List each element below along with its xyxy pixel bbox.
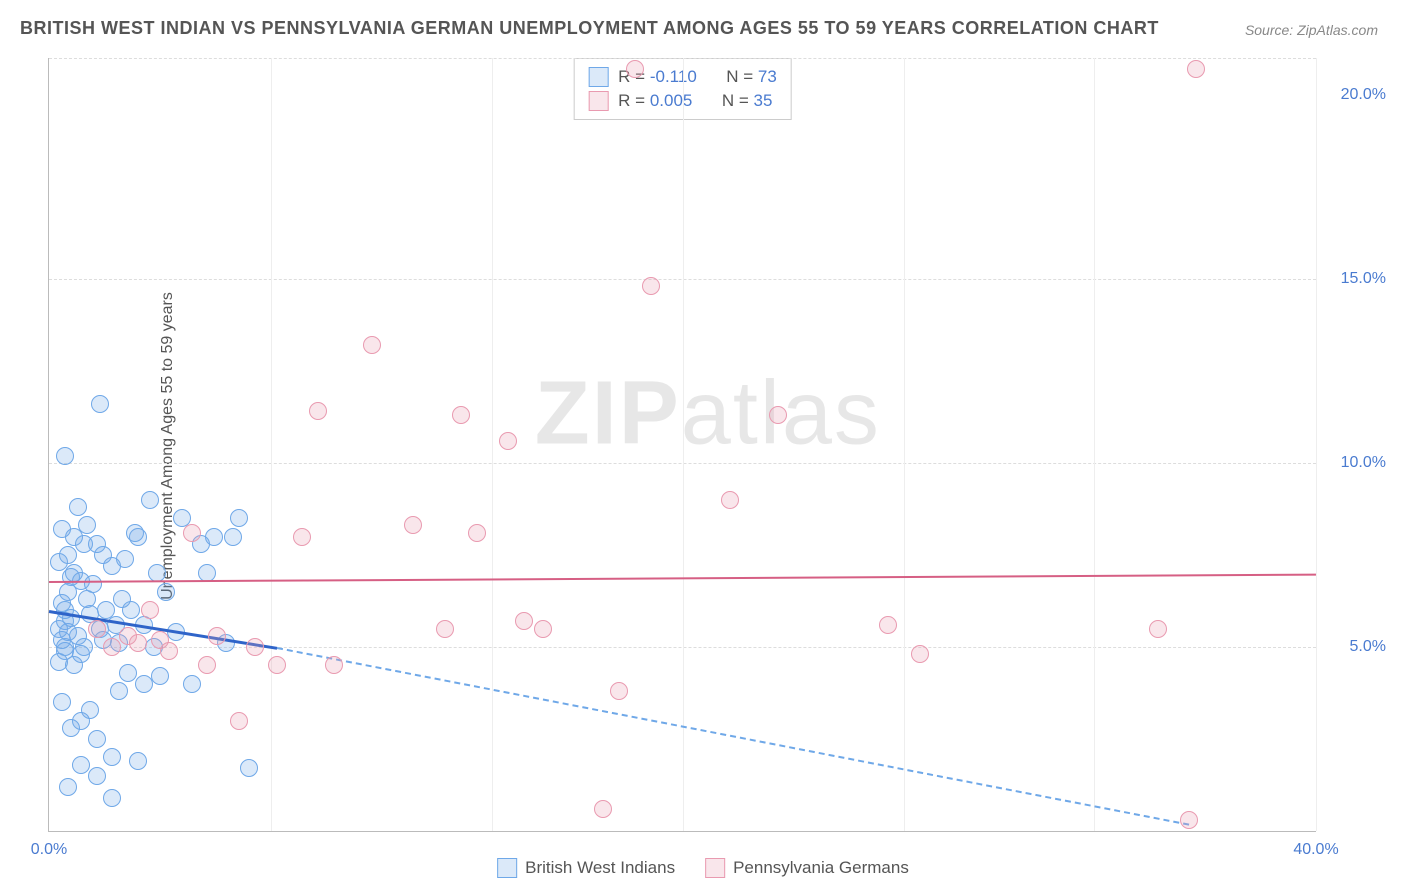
data-point bbox=[69, 498, 87, 516]
data-point bbox=[103, 638, 121, 656]
data-point bbox=[404, 516, 422, 534]
chart-legend: British West Indians Pennsylvania Germans bbox=[497, 858, 909, 878]
data-point bbox=[499, 432, 517, 450]
data-point bbox=[325, 656, 343, 674]
data-point bbox=[75, 535, 93, 553]
data-point bbox=[183, 524, 201, 542]
data-point bbox=[642, 277, 660, 295]
legend-label: Pennsylvania Germans bbox=[733, 858, 909, 878]
data-point bbox=[59, 778, 77, 796]
data-point bbox=[309, 402, 327, 420]
data-point bbox=[224, 528, 242, 546]
data-point bbox=[91, 395, 109, 413]
stats-n-label: N = 35 bbox=[722, 91, 773, 111]
data-point bbox=[151, 667, 169, 685]
y-tick-label: 15.0% bbox=[1341, 270, 1386, 288]
x-tick-label: 0.0% bbox=[31, 841, 67, 859]
data-point bbox=[452, 406, 470, 424]
data-point bbox=[94, 546, 112, 564]
data-point bbox=[1187, 60, 1205, 78]
data-point bbox=[110, 682, 128, 700]
data-point bbox=[721, 491, 739, 509]
chart-plot-area: ZIPatlas R = -0.110 N = 73R = 0.005 N = … bbox=[48, 58, 1316, 832]
source-credit: Source: ZipAtlas.com bbox=[1245, 22, 1378, 38]
stats-swatch bbox=[588, 91, 608, 111]
watermark-bold: ZIP bbox=[535, 363, 681, 463]
data-point bbox=[205, 528, 223, 546]
data-point bbox=[293, 528, 311, 546]
gridline-v bbox=[271, 58, 272, 831]
data-point bbox=[268, 656, 286, 674]
data-point bbox=[103, 789, 121, 807]
data-point bbox=[72, 756, 90, 774]
data-point bbox=[53, 520, 71, 538]
stats-r-label: R = 0.005 bbox=[618, 91, 692, 111]
data-point bbox=[230, 509, 248, 527]
data-point bbox=[626, 60, 644, 78]
data-point bbox=[594, 800, 612, 818]
data-point bbox=[116, 550, 134, 568]
legend-item: Pennsylvania Germans bbox=[705, 858, 909, 878]
stats-swatch bbox=[588, 67, 608, 87]
y-tick-label: 20.0% bbox=[1341, 86, 1386, 104]
chart-title: BRITISH WEST INDIAN VS PENNSYLVANIA GERM… bbox=[20, 18, 1159, 39]
data-point bbox=[769, 406, 787, 424]
data-point bbox=[62, 568, 80, 586]
data-point bbox=[72, 645, 90, 663]
gridline-v bbox=[904, 58, 905, 831]
data-point bbox=[119, 664, 137, 682]
data-point bbox=[50, 553, 68, 571]
data-point bbox=[78, 516, 96, 534]
data-point bbox=[515, 612, 533, 630]
data-point bbox=[240, 759, 258, 777]
data-point bbox=[1180, 811, 1198, 829]
trend-line-extension bbox=[277, 647, 1190, 826]
data-point bbox=[468, 524, 486, 542]
data-point bbox=[88, 730, 106, 748]
stats-n-label: N = 73 bbox=[726, 67, 777, 87]
legend-swatch bbox=[705, 858, 725, 878]
gridline-v bbox=[683, 58, 684, 831]
data-point bbox=[610, 682, 628, 700]
data-point bbox=[198, 656, 216, 674]
y-tick-label: 10.0% bbox=[1341, 454, 1386, 472]
legend-label: British West Indians bbox=[525, 858, 675, 878]
legend-swatch bbox=[497, 858, 517, 878]
gridline-v bbox=[492, 58, 493, 831]
data-point bbox=[183, 675, 201, 693]
data-point bbox=[141, 491, 159, 509]
data-point bbox=[436, 620, 454, 638]
data-point bbox=[59, 623, 77, 641]
watermark-text: ZIPatlas bbox=[535, 362, 881, 465]
data-point bbox=[103, 748, 121, 766]
data-point bbox=[157, 583, 175, 601]
data-point bbox=[1149, 620, 1167, 638]
gridline-v bbox=[1316, 58, 1317, 831]
data-point bbox=[911, 645, 929, 663]
y-tick-label: 5.0% bbox=[1350, 638, 1386, 656]
data-point bbox=[129, 528, 147, 546]
data-point bbox=[160, 642, 178, 660]
data-point bbox=[81, 701, 99, 719]
gridline-v bbox=[1094, 58, 1095, 831]
data-point bbox=[208, 627, 226, 645]
data-point bbox=[88, 620, 106, 638]
x-tick-label: 40.0% bbox=[1293, 841, 1338, 859]
data-point bbox=[129, 634, 147, 652]
data-point bbox=[230, 712, 248, 730]
data-point bbox=[88, 767, 106, 785]
data-point bbox=[84, 575, 102, 593]
legend-item: British West Indians bbox=[497, 858, 675, 878]
data-point bbox=[129, 752, 147, 770]
data-point bbox=[53, 594, 71, 612]
data-point bbox=[56, 447, 74, 465]
data-point bbox=[122, 601, 140, 619]
data-point bbox=[246, 638, 264, 656]
data-point bbox=[879, 616, 897, 634]
data-point bbox=[534, 620, 552, 638]
data-point bbox=[53, 693, 71, 711]
data-point bbox=[363, 336, 381, 354]
data-point bbox=[141, 601, 159, 619]
